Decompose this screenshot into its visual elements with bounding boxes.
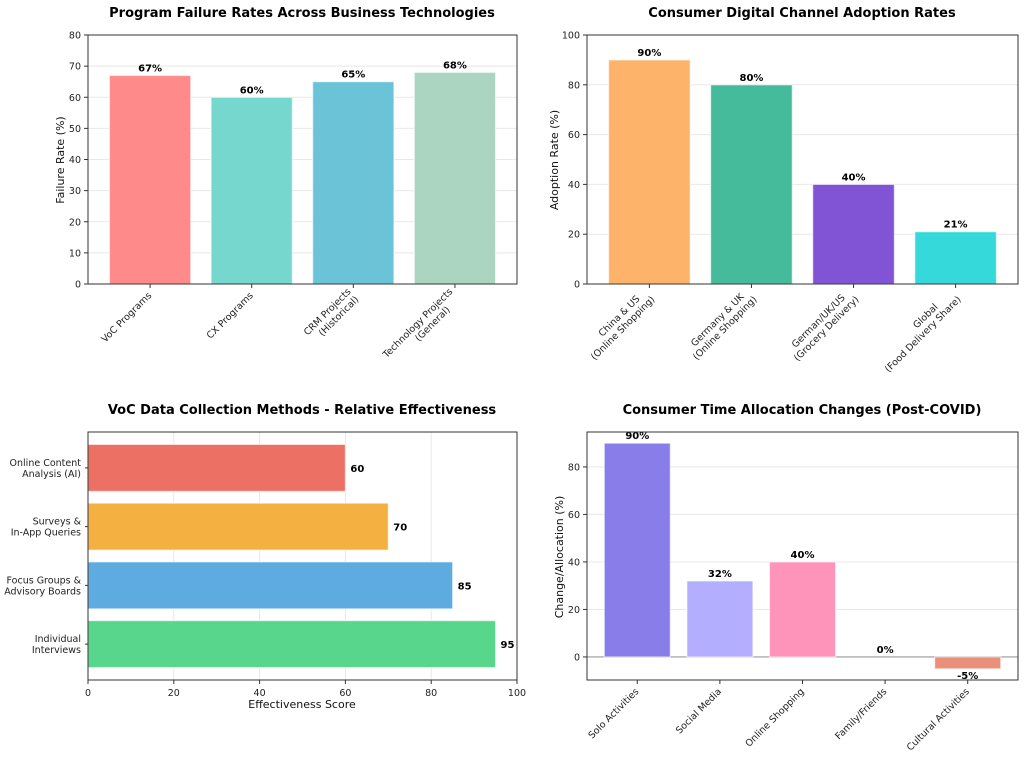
bar [914, 231, 998, 285]
y-tick-label: 0 [75, 280, 81, 291]
bar [413, 71, 497, 285]
y-axis-label: Adoption Rate (%) [548, 110, 561, 210]
data-label: 70 [393, 523, 407, 534]
y-tick-label: 60 [69, 93, 81, 104]
y-tick-label: 80 [69, 31, 81, 42]
y-tick-label: 40 [568, 180, 580, 191]
data-label: 0% [877, 645, 894, 656]
y-tick-label: 60 [568, 510, 580, 521]
bar [312, 81, 395, 285]
data-label: 60 [350, 464, 364, 475]
x-tick-label: China & US(Online Shopping) [581, 286, 657, 362]
y-tick-label: 70 [69, 62, 81, 73]
data-label: 21% [944, 220, 968, 231]
x-tick-label: 60 [339, 688, 351, 699]
x-tick-label: 20 [168, 688, 180, 699]
bar [710, 84, 793, 285]
data-label: 65% [341, 70, 365, 81]
bar [87, 443, 346, 492]
y-tick-label: 50 [69, 124, 81, 135]
bar [812, 183, 895, 285]
y-tick-label: 0 [574, 280, 580, 291]
y-tick-label: 0 [574, 652, 580, 663]
bar [603, 442, 671, 658]
bar [934, 656, 1002, 670]
plot-frame [87, 34, 518, 285]
data-label: 40% [842, 172, 866, 183]
y-axis-label: Failure Rate (%) [54, 116, 67, 203]
chart-title: Consumer Digital Channel Adoption Rates [648, 6, 956, 21]
data-label: 80% [739, 73, 763, 84]
y-tick-label: 20 [568, 605, 580, 616]
y-tick-label: 80 [568, 80, 580, 91]
x-axis-label: Effectiveness Score [248, 698, 356, 711]
bar [87, 561, 454, 610]
y-tick-label: 80 [568, 462, 580, 473]
x-tick-label: German/UK/US(Grocery Delivery) [784, 286, 861, 363]
x-tick-label: CRM Projects(Historical) [302, 286, 361, 345]
data-label: 32% [708, 569, 732, 580]
x-tick-label: Solo Activities [586, 686, 641, 741]
chart-title: Consumer Time Allocation Changes (Post-C… [623, 403, 982, 418]
x-tick-label: 0 [85, 688, 91, 699]
plot-frame [87, 431, 518, 681]
y-tick-label: Surveys & In-App Queries [11, 517, 82, 539]
plot-frame [586, 431, 1019, 681]
x-tick-label: Cultural Activities [905, 686, 972, 753]
y-tick-label: 40 [69, 155, 81, 166]
data-label: 85 [458, 581, 472, 592]
y-tick-label: 20 [568, 230, 580, 241]
bar [210, 96, 293, 285]
y-axis-label: Change/Allocation (%) [553, 496, 566, 619]
chart-time-allocation: Consumer Time Allocation Changes (Post-C… [553, 403, 1019, 753]
data-label: 90% [625, 431, 649, 442]
bar [108, 74, 192, 285]
chart-title: Program Failure Rates Across Business Te… [109, 6, 495, 21]
data-label: -5% [957, 671, 978, 682]
x-tick-label: Family/Friends [833, 686, 889, 742]
bar [607, 59, 691, 285]
y-tick-label: 20 [69, 217, 81, 228]
x-tick-label: 40 [254, 688, 266, 699]
x-tick-label: Online Shopping [743, 686, 806, 749]
y-tick-label: Online Content Analysis (AI) [10, 458, 82, 480]
x-tick-label: Germany & UK(Online Shopping) [683, 286, 759, 362]
data-label: 40% [791, 550, 815, 561]
x-tick-label: Social Media [674, 686, 724, 736]
chart-failure-rates: Program Failure Rates Across Business Te… [54, 6, 518, 369]
chart-title: VoC Data Collection Methods - Relative E… [108, 403, 497, 418]
y-tick-label: Individual Interviews [32, 634, 81, 656]
y-tick-label: Focus Groups & Advisory Boards [4, 575, 81, 597]
bar [87, 502, 389, 551]
y-tick-label: 100 [562, 31, 580, 42]
x-tick-label: Technology Projects(General) [380, 286, 463, 369]
x-tick-label: VoC Programs [100, 290, 155, 345]
data-label: 60% [240, 85, 264, 96]
y-tick-label: 30 [69, 186, 81, 197]
x-tick-label: 80 [425, 688, 437, 699]
bar [686, 580, 754, 658]
x-tick-label: 100 [508, 688, 526, 699]
data-label: 90% [637, 48, 661, 59]
y-tick-label: 60 [568, 130, 580, 141]
data-label: 68% [443, 60, 467, 71]
y-tick-label: 40 [568, 557, 580, 568]
bar [768, 561, 837, 658]
plot-frame [586, 34, 1019, 285]
data-label: 95 [501, 640, 515, 651]
x-tick-label: CX Programs [205, 290, 256, 341]
y-tick-label: 10 [69, 248, 81, 259]
x-tick-label: Global(Food Delivery Share) [875, 286, 963, 374]
data-label: 67% [138, 63, 162, 74]
chart-voc-methods: VoC Data Collection Methods - Relative E… [4, 403, 526, 711]
bar [87, 620, 497, 669]
chart-channel-adoption: Consumer Digital Channel Adoption Rates … [548, 6, 1019, 375]
